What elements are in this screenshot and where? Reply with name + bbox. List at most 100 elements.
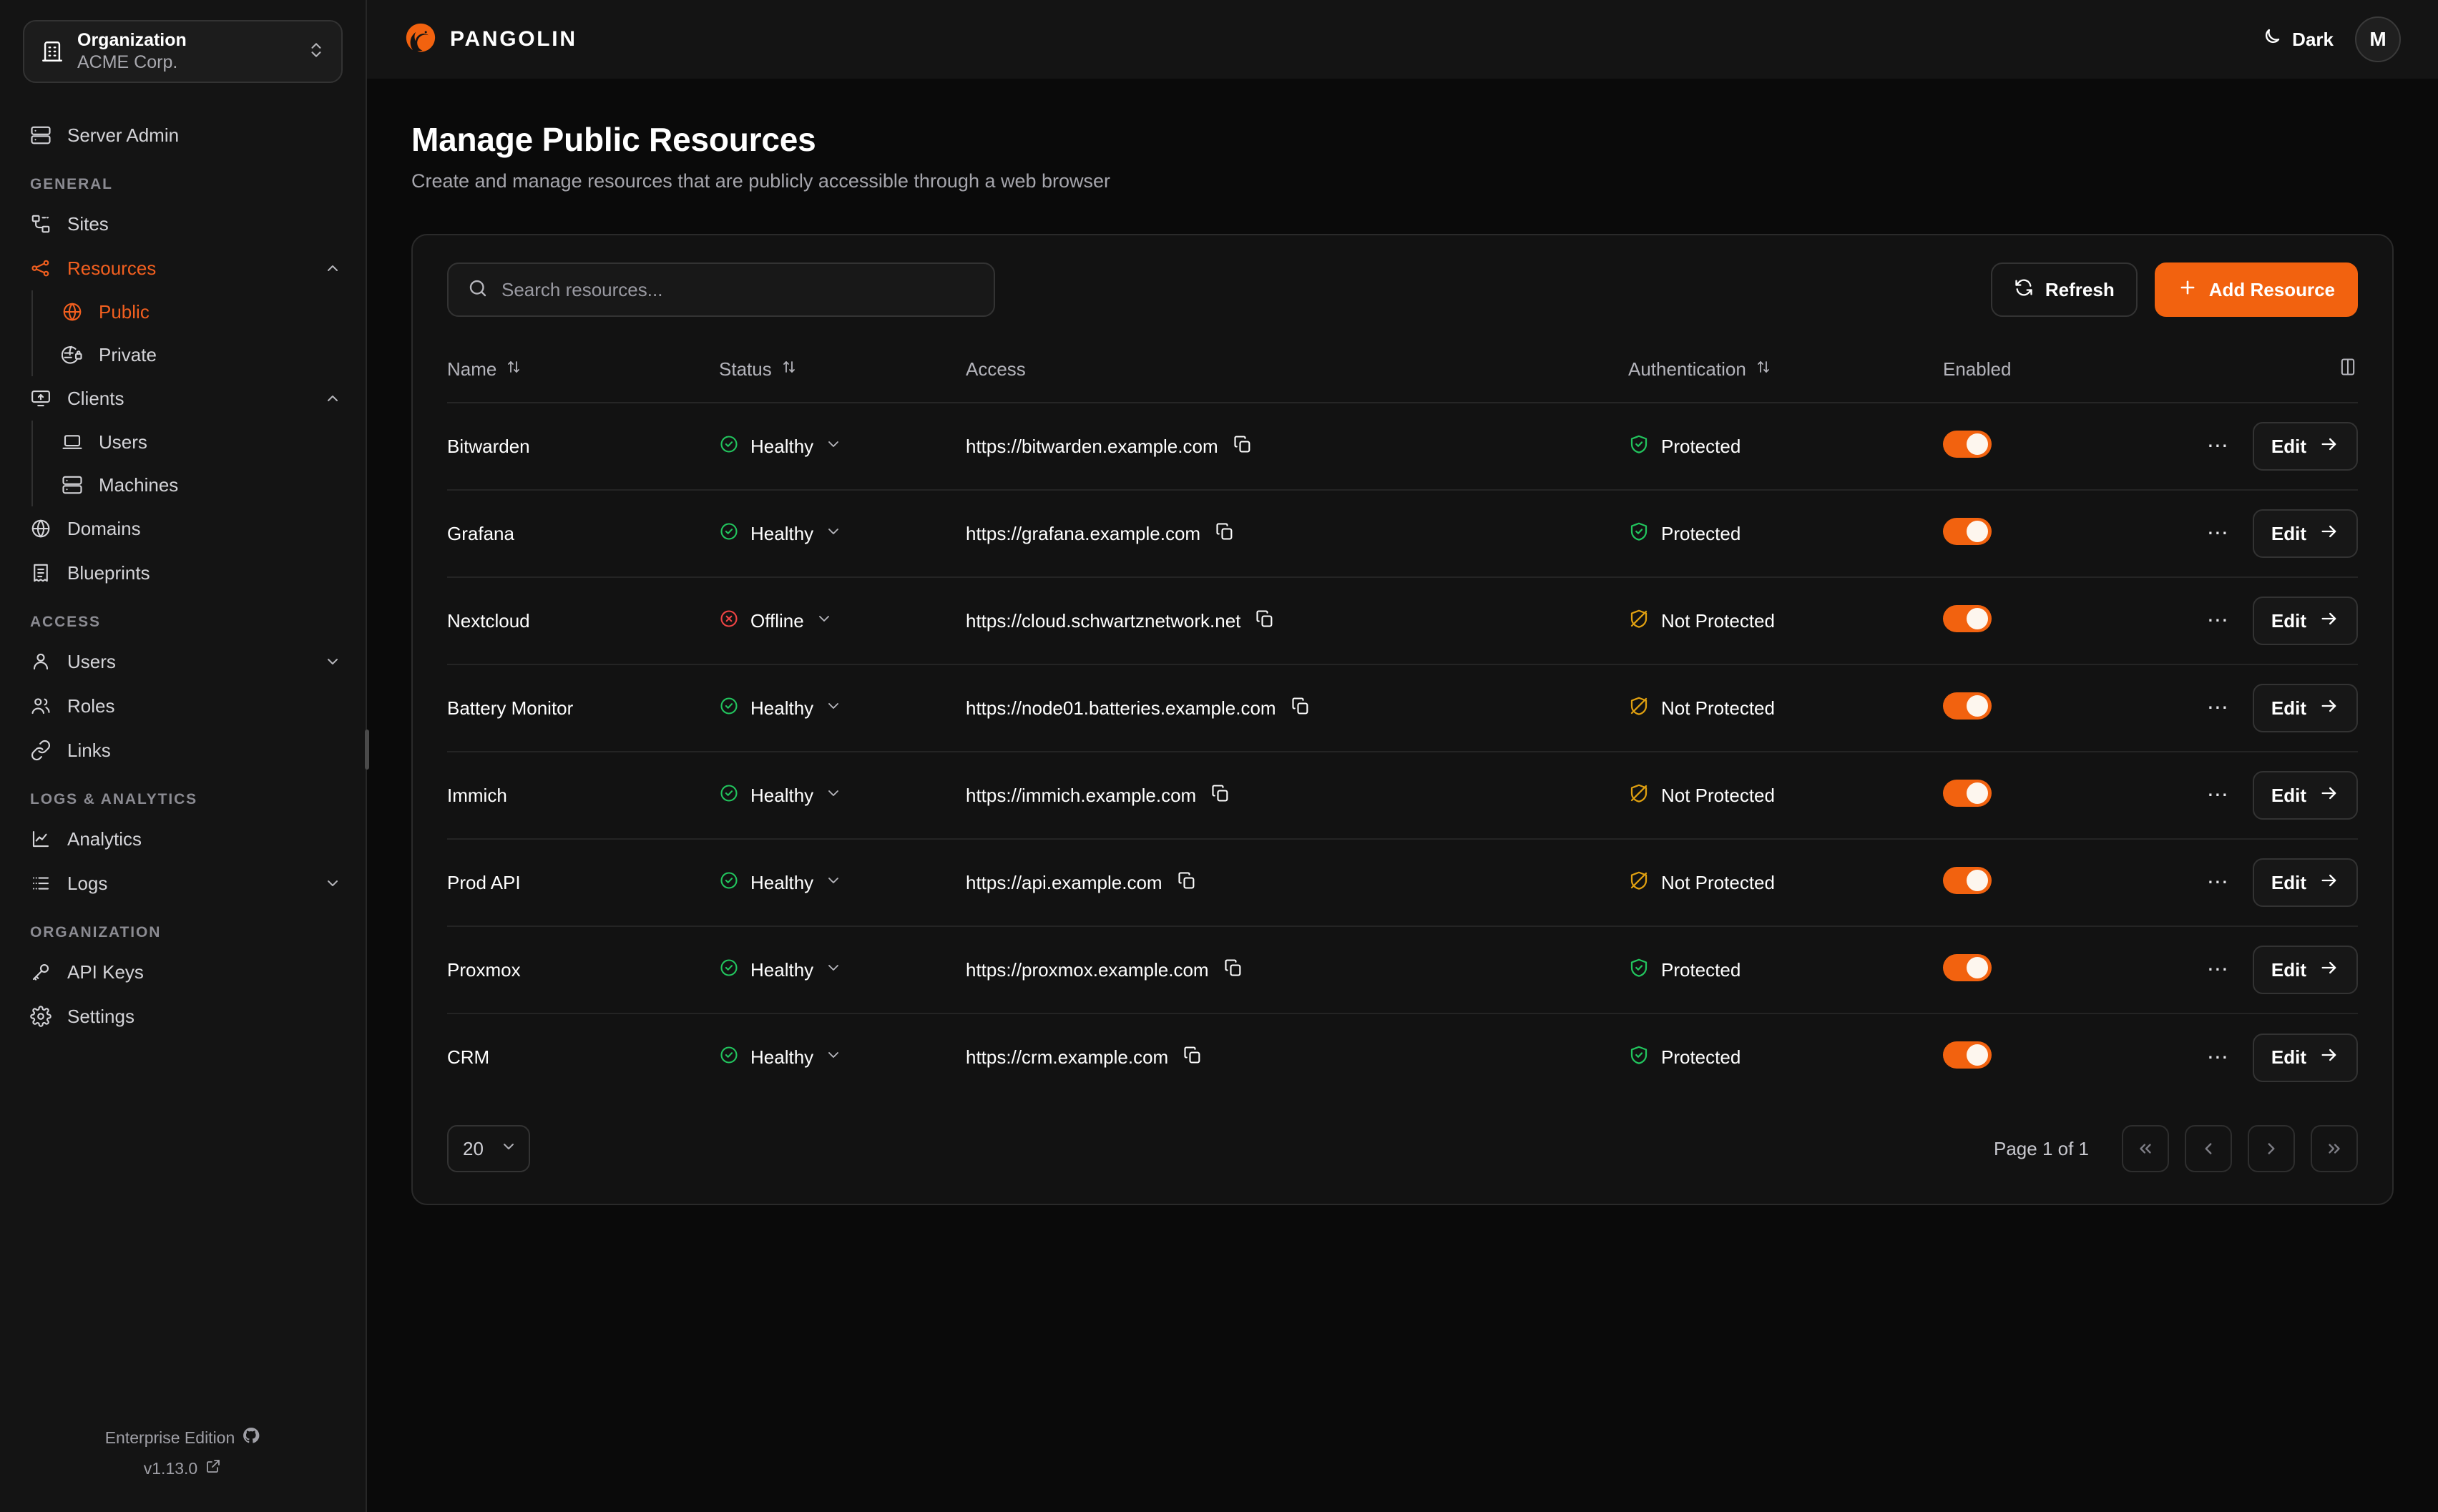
sidebar-item-analytics[interactable]: Analytics <box>0 817 366 861</box>
column-header-status[interactable]: Status <box>719 341 966 403</box>
resource-url[interactable]: https://cloud.schwartznetwork.net <box>966 609 1241 632</box>
search-input[interactable] <box>501 278 975 301</box>
ellipsis-icon[interactable]: ⋯ <box>2206 958 2230 981</box>
first-page-button[interactable] <box>2122 1125 2169 1172</box>
status-badge[interactable]: Healthy <box>719 870 966 895</box>
copy-icon[interactable] <box>1233 434 1253 459</box>
chevron-down-icon[interactable] <box>825 959 842 981</box>
enabled-toggle[interactable] <box>1943 953 1992 981</box>
enabled-toggle[interactable] <box>1943 1041 1992 1069</box>
enabled-toggle[interactable] <box>1943 430 1992 458</box>
chevron-down-icon[interactable] <box>825 523 842 545</box>
status-badge[interactable]: Healthy <box>719 696 966 721</box>
status-badge[interactable]: Healthy <box>719 521 966 546</box>
ellipsis-icon[interactable]: ⋯ <box>2206 1045 2230 1069</box>
table-row[interactable]: CRM Healthy https://crm.example.com Protect… <box>447 1013 2358 1101</box>
prev-page-button[interactable] <box>2185 1125 2232 1172</box>
sidebar-item-logs[interactable]: Logs <box>0 861 366 905</box>
columns-toggle-icon[interactable] <box>2338 357 2358 382</box>
refresh-button[interactable]: Refresh <box>1990 262 2138 317</box>
resource-url[interactable]: https://crm.example.com <box>966 1046 1169 1068</box>
table-row[interactable]: Prod API Healthy https://api.example.com No… <box>447 839 2358 927</box>
sidebar-resize-handle[interactable] <box>365 730 369 770</box>
enabled-toggle[interactable] <box>1943 866 1992 894</box>
sidebar-item-api-keys[interactable]: API Keys <box>0 950 366 994</box>
page-size-select[interactable]: 20 <box>447 1125 530 1172</box>
table-row[interactable]: Nextcloud Offline https://cloud.schwartzne… <box>447 577 2358 665</box>
sidebar-item-clients[interactable]: Clients <box>0 376 366 421</box>
avatar[interactable]: M <box>2355 16 2401 62</box>
sidebar-item-blueprints[interactable]: Blueprints <box>0 551 366 595</box>
ellipsis-icon[interactable]: ⋯ <box>2206 870 2230 894</box>
chevron-down-icon[interactable] <box>825 436 842 458</box>
version-row[interactable]: v1.13.0 <box>0 1453 366 1483</box>
copy-icon[interactable] <box>1255 609 1275 634</box>
table-row[interactable]: Immich Healthy https://immich.example.com N… <box>447 752 2358 840</box>
next-page-button[interactable] <box>2248 1125 2295 1172</box>
copy-icon[interactable] <box>1215 521 1235 546</box>
sidebar-item-roles[interactable]: Roles <box>0 684 366 728</box>
chevron-down-icon[interactable] <box>825 872 842 894</box>
ellipsis-icon[interactable]: ⋯ <box>2206 696 2230 720</box>
chevron-up-icon[interactable] <box>324 260 341 277</box>
column-header-name[interactable]: Name <box>447 341 719 403</box>
sidebar-item-users-clients[interactable]: Users <box>33 421 366 463</box>
status-badge[interactable]: Offline <box>719 609 966 634</box>
last-page-button[interactable] <box>2311 1125 2358 1172</box>
ellipsis-icon[interactable]: ⋯ <box>2206 609 2230 632</box>
copy-icon[interactable] <box>1223 958 1243 983</box>
ellipsis-icon[interactable]: ⋯ <box>2206 783 2230 807</box>
copy-icon[interactable] <box>1210 783 1230 808</box>
sidebar-item-server-admin[interactable]: Server Admin <box>0 113 366 157</box>
edit-button[interactable]: Edit <box>2252 946 2358 994</box>
copy-icon[interactable] <box>1177 870 1197 895</box>
add-resource-button[interactable]: Add Resource <box>2154 262 2358 317</box>
copy-icon[interactable] <box>1183 1045 1203 1070</box>
organization-switcher[interactable]: Organization ACME Corp. <box>23 20 343 83</box>
chevron-down-icon[interactable] <box>825 785 842 807</box>
edit-button[interactable]: Edit <box>2252 597 2358 645</box>
status-badge[interactable]: Healthy <box>719 958 966 983</box>
resource-url[interactable]: https://grafana.example.com <box>966 522 1201 544</box>
resource-url[interactable]: https://proxmox.example.com <box>966 958 1209 981</box>
table-row[interactable]: Proxmox Healthy https://proxmox.example.co… <box>447 926 2358 1014</box>
sidebar-item-public[interactable]: Public <box>33 290 366 333</box>
edition-row[interactable]: Enterprise Edition <box>0 1422 366 1453</box>
chevron-down-icon[interactable] <box>324 653 341 670</box>
enabled-toggle[interactable] <box>1943 779 1992 807</box>
sidebar-item-users[interactable]: Users <box>0 639 366 684</box>
resource-url[interactable]: https://bitwarden.example.com <box>966 435 1218 457</box>
table-row[interactable]: Bitwarden Healthy https://bitwarden.exampl… <box>447 403 2358 491</box>
enabled-toggle[interactable] <box>1943 692 1992 720</box>
chevron-up-icon[interactable] <box>324 390 341 407</box>
resource-url[interactable]: https://node01.batteries.example.com <box>966 697 1276 719</box>
edit-button[interactable]: Edit <box>2252 684 2358 732</box>
column-header-settings[interactable] <box>2158 341 2358 403</box>
edit-button[interactable]: Edit <box>2252 858 2358 907</box>
status-badge[interactable]: Healthy <box>719 434 966 459</box>
chevron-down-icon[interactable] <box>324 875 341 892</box>
status-badge[interactable]: Healthy <box>719 783 966 808</box>
edit-button[interactable]: Edit <box>2252 509 2358 558</box>
table-row[interactable]: Battery Monitor Healthy https://node01.bat… <box>447 664 2358 752</box>
copy-icon[interactable] <box>1291 696 1311 721</box>
sidebar-item-links[interactable]: Links <box>0 728 366 772</box>
sidebar-item-sites[interactable]: Sites <box>0 202 366 246</box>
edit-button[interactable]: Edit <box>2252 771 2358 820</box>
theme-toggle[interactable]: Dark <box>2261 26 2334 53</box>
search-box[interactable] <box>447 262 995 317</box>
ellipsis-icon[interactable]: ⋯ <box>2206 521 2230 545</box>
chevron-down-icon[interactable] <box>825 1046 842 1069</box>
enabled-toggle[interactable] <box>1943 517 1992 545</box>
sidebar-item-resources[interactable]: Resources <box>0 246 366 290</box>
sidebar-item-settings[interactable]: Settings <box>0 994 366 1039</box>
chevron-down-icon[interactable] <box>816 610 833 632</box>
status-badge[interactable]: Healthy <box>719 1045 966 1070</box>
resource-url[interactable]: https://api.example.com <box>966 871 1162 893</box>
table-row[interactable]: Grafana Healthy https://grafana.example.co… <box>447 490 2358 578</box>
column-header-authentication[interactable]: Authentication <box>1628 341 1943 403</box>
enabled-toggle[interactable] <box>1943 604 1992 632</box>
edit-button[interactable]: Edit <box>2252 422 2358 471</box>
sidebar-item-private[interactable]: Private <box>33 333 366 376</box>
sidebar-item-domains[interactable]: Domains <box>0 506 366 551</box>
